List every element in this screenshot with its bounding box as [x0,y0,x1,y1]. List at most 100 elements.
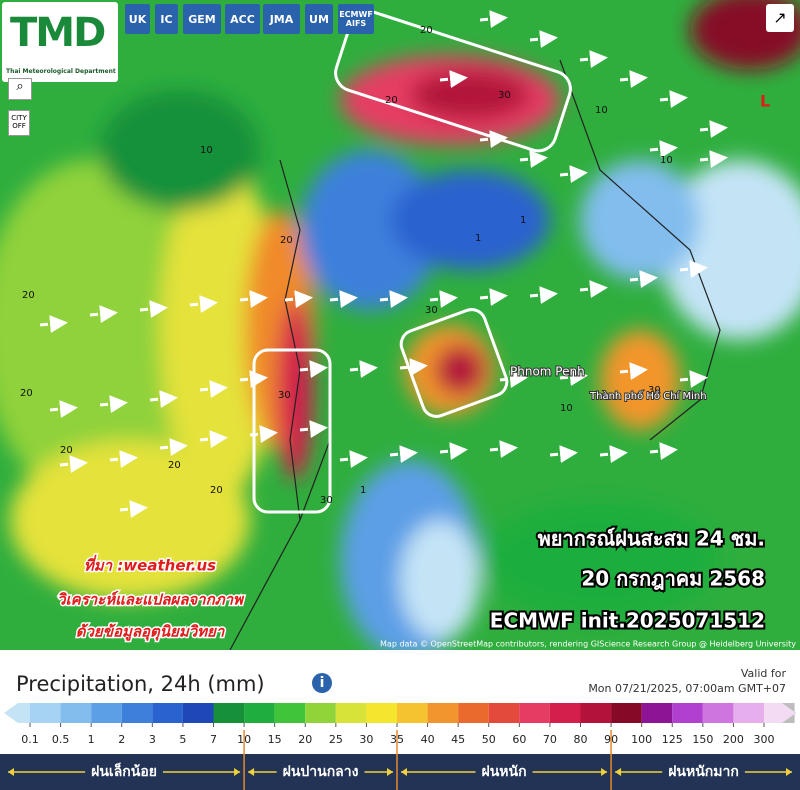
category-label: ฝนเล็กน้อย [91,762,157,780]
colorbar-segment [782,703,796,723]
valid-label: Valid for [740,667,786,680]
wind-arrow [439,70,468,89]
source-text: ที่มา :weather.us [84,555,216,575]
wind-arrow [109,450,138,469]
model-button[interactable]: ECMWF AIFS [338,4,374,34]
colorbar-segment [30,703,61,723]
wind-arrow [439,442,468,461]
model-button[interactable]: ACC [225,4,260,34]
source-text: ด้วยข้อมูลอุตุนิยมวิทยา [76,623,226,642]
colorbar-tick-label: 0.5 [52,733,70,746]
colorbar-tick-label: 5 [179,733,186,746]
contour-label: 20 [210,485,223,496]
wind-arrow [649,442,678,461]
colorbar-segment [488,703,520,723]
wind-arrow [189,295,218,314]
colorbar-tick-label: 80 [574,733,588,746]
wind-arrow [629,270,658,289]
wind-arrow [619,70,648,89]
contour-label: 30 [425,305,438,316]
colorbar-segment [4,703,30,723]
wind-arrow [649,140,678,159]
precip-field [0,0,800,650]
model-button[interactable]: IC [155,4,178,34]
wind-arrow [159,438,188,457]
contour-label: 30 [278,390,291,401]
colorbar-segment [60,703,92,723]
contour-label: 10 [560,403,573,414]
model-button[interactable]: UM [305,4,333,34]
contour-label: 20 [385,95,398,106]
model-button[interactable]: JMA [263,4,300,34]
contour-label: 10 [200,145,213,156]
wind-arrow [479,10,508,29]
wind-arrows [39,10,728,519]
colorbar-tick-label: 2 [118,733,125,746]
category-label: ฝนปานกลาง [283,764,359,780]
category-label: ฝนหนัก [482,764,527,780]
attribution: Map data © OpenStreetMap contributors, r… [380,640,796,649]
contour-label: 20 [168,460,181,471]
wind-arrow [429,290,458,309]
contour-label: 1 [360,485,366,496]
colorbar-tick-label: 15 [268,733,282,746]
map-labels: 20 30 20 10 30 20 10 1 30 20 20 10 20 1 20 30 10 30 1 20 [20,25,673,506]
contour-label: 30 [498,90,511,101]
colorbar-segment [91,703,122,723]
legend-title: Precipitation, 24h (mm) [16,672,265,696]
wind-arrow [529,30,558,49]
logo: TMD Thai Meteorological Department [2,2,118,82]
wind-arrow [284,290,313,309]
colorbar-segment [152,703,183,723]
logo-title: TMD [10,10,106,56]
colorbar-tick-label: 3 [149,733,156,746]
colorbar-tick-label: 200 [723,733,744,746]
model-button[interactable]: GEM [183,4,221,34]
colorbar-segment [549,703,581,723]
colorbar-segment [305,703,336,723]
colorbar-segment [366,703,397,723]
contour-label: 1 [520,215,526,226]
city-toggle[interactable]: CITY OFF [8,110,30,136]
contour-label: 20 [22,290,35,301]
contour-label: 10 [595,105,608,116]
wind-arrow [579,280,608,299]
contour-label: 20 [280,235,293,246]
wind-arrow [679,370,708,389]
wind-arrow [339,450,368,469]
colorbar-tick-label: 1 [88,733,95,746]
wind-arrow [299,420,328,439]
wind-arrow [579,50,608,69]
highlight-box [399,308,509,418]
wind-arrow [299,360,328,379]
wind-arrow [699,120,728,139]
contour-label: 20 [20,388,33,399]
category-label-bg [276,762,365,782]
colorbar-segment [764,703,795,723]
colorbar-tick-label: 125 [662,733,683,746]
overlay-text: พยากรณ์ฝนสะสม 24 ชม. [538,527,765,551]
info-button[interactable]: i [312,673,332,693]
colorbar-tick-label: 60 [512,733,526,746]
wind-arrow [659,90,688,109]
wind-arrow [99,395,128,414]
wind-arrow [249,425,278,444]
colorbar-tick-label: 40 [421,733,435,746]
wind-arrow [199,380,228,399]
contour-label: 10 [660,155,673,166]
model-button[interactable]: UK [125,4,150,34]
colorbar-tick-label: 20 [298,733,312,746]
contour-label: 1 [475,233,481,244]
colorbar-tick-label: 0.1 [21,733,39,746]
wind-arrow [349,360,378,379]
wind-arrow [39,315,68,334]
zoom-button[interactable]: ⌕ [8,78,32,100]
category-label: ฝนหนักมาก [668,764,739,780]
map: 20 30 20 10 30 20 10 1 30 20 20 10 20 1 20 30 10 30 1 20 Ph… [0,0,800,650]
wind-arrow [199,430,228,449]
share-button[interactable]: ↗ [766,4,794,32]
contour-label: 20 [60,445,73,456]
wind-arrow [239,370,268,389]
wind-arrow [89,305,118,324]
